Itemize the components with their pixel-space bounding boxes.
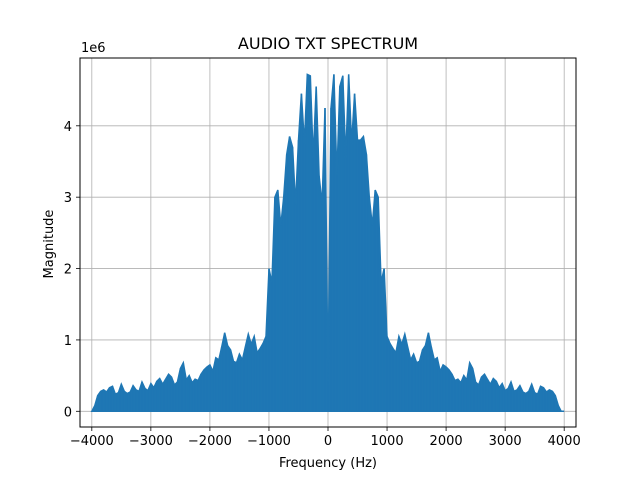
- x-tick-label: 2000: [430, 434, 463, 449]
- y-tick-label: 1: [64, 334, 72, 349]
- x-tick-label: 1000: [371, 434, 404, 449]
- x-tick-label: 3000: [489, 434, 522, 449]
- y-tick-label: 3: [64, 191, 72, 206]
- tick-layer: −4000 −3000 −2000 −1000 0 1000 2000 3000 4000 0 1 2…: [64, 120, 581, 449]
- x-tick-label: 0: [324, 434, 332, 449]
- x-tick-label: −1000: [247, 434, 291, 449]
- x-tick-label: 4000: [548, 434, 581, 449]
- x-tick-label: −3000: [129, 434, 173, 449]
- x-axis-label: Frequency (Hz): [279, 456, 377, 471]
- y-tick-label: 0: [64, 405, 72, 420]
- y-tick-label: 2: [64, 263, 72, 278]
- y-offset-label: 1e6: [81, 41, 106, 56]
- chart-title: AUDIO TXT SPECTRUM: [238, 34, 418, 53]
- x-tick-label: −2000: [188, 434, 232, 449]
- y-tick-label: 4: [64, 120, 72, 135]
- x-tick-label: −4000: [70, 434, 114, 449]
- data-layer: [90, 73, 565, 413]
- y-axis-label: Magnitude: [42, 210, 57, 279]
